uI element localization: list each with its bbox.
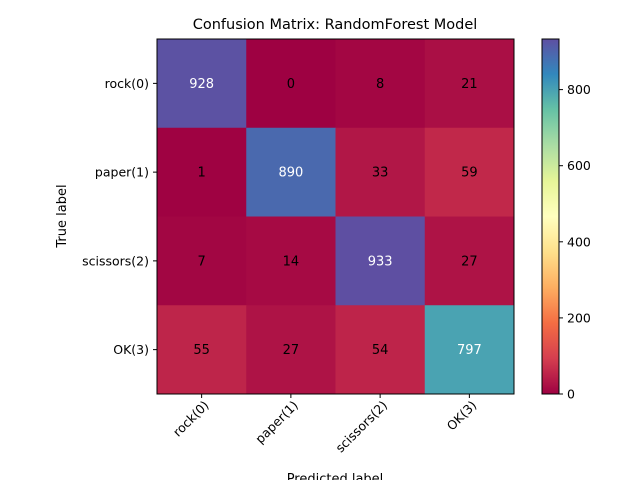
cell-value-label: 27 bbox=[283, 343, 300, 358]
cell-value-label: 27 bbox=[461, 254, 478, 269]
heatmap-cell bbox=[424, 127, 515, 217]
chart-title: Confusion Matrix: RandomForest Model bbox=[193, 17, 478, 33]
heatmap-cell bbox=[424, 305, 515, 395]
heatmap-cell bbox=[157, 39, 247, 129]
heatmap-cell bbox=[157, 127, 247, 217]
y-axis-ticks: rock(0) paper(1) scissors(2) OK(3) bbox=[82, 76, 157, 357]
colorbar-tick-label: 400 bbox=[567, 234, 591, 249]
y-tick-label: scissors(2) bbox=[82, 253, 149, 268]
heatmap-cell bbox=[335, 39, 426, 129]
heatmap-cell bbox=[157, 305, 247, 395]
heatmap-cell bbox=[246, 39, 336, 129]
heatmap-cells bbox=[157, 39, 515, 395]
heatmap-cell bbox=[424, 216, 515, 306]
colorbar-tick-label: 0 bbox=[567, 387, 575, 402]
cell-value-labels: 928 0 8 21 1 890 33 59 7 14 933 27 55 27 54 797 bbox=[189, 77, 482, 358]
cell-value-label: 21 bbox=[461, 77, 478, 92]
x-tick-label: paper(1) bbox=[252, 398, 301, 447]
cell-value-label: 1 bbox=[197, 166, 205, 181]
colorbar bbox=[541, 38, 560, 395]
heatmap-cell bbox=[246, 216, 336, 306]
y-axis-label: True label bbox=[55, 184, 70, 248]
cell-value-label: 59 bbox=[461, 166, 478, 181]
heatmap-cell bbox=[335, 127, 426, 217]
colorbar-tick-label: 200 bbox=[567, 310, 591, 325]
cell-value-label: 54 bbox=[372, 343, 389, 358]
cell-value-label: 7 bbox=[197, 254, 205, 269]
cell-value-label: 797 bbox=[457, 343, 482, 358]
plot-frame bbox=[156, 38, 515, 395]
cell-value-label: 33 bbox=[372, 166, 389, 181]
cell-value-label: 8 bbox=[376, 77, 384, 92]
cell-value-label: 928 bbox=[189, 77, 214, 92]
y-tick-label: rock(0) bbox=[105, 76, 149, 91]
heatmap-cell bbox=[335, 305, 426, 395]
x-tick-label: OK(3) bbox=[444, 398, 480, 434]
x-axis-label: Predicted label bbox=[287, 472, 384, 480]
heatmap-cell bbox=[246, 305, 336, 395]
cell-value-label: 0 bbox=[287, 77, 295, 92]
heatmap-cell bbox=[246, 127, 336, 217]
cell-value-label: 14 bbox=[283, 254, 300, 269]
cell-value-label: 55 bbox=[193, 343, 210, 358]
y-tick-label: OK(3) bbox=[113, 342, 149, 357]
cell-value-label: 933 bbox=[368, 254, 393, 269]
y-tick-label: paper(1) bbox=[95, 165, 149, 180]
cell-value-label: 890 bbox=[278, 166, 303, 181]
x-axis-ticks: rock(0) paper(1) scissors(2) OK(3) bbox=[170, 394, 480, 456]
heatmap-cell bbox=[424, 39, 515, 129]
x-tick-label: rock(0) bbox=[170, 398, 212, 440]
x-tick-label: scissors(2) bbox=[332, 398, 390, 456]
colorbar-tick-label: 600 bbox=[567, 158, 591, 173]
colorbar-ticks: 0 200 400 600 800 bbox=[559, 82, 591, 402]
heatmap-cell bbox=[335, 216, 426, 306]
colorbar-tick-label: 800 bbox=[567, 82, 591, 97]
heatmap-cell bbox=[157, 216, 247, 306]
